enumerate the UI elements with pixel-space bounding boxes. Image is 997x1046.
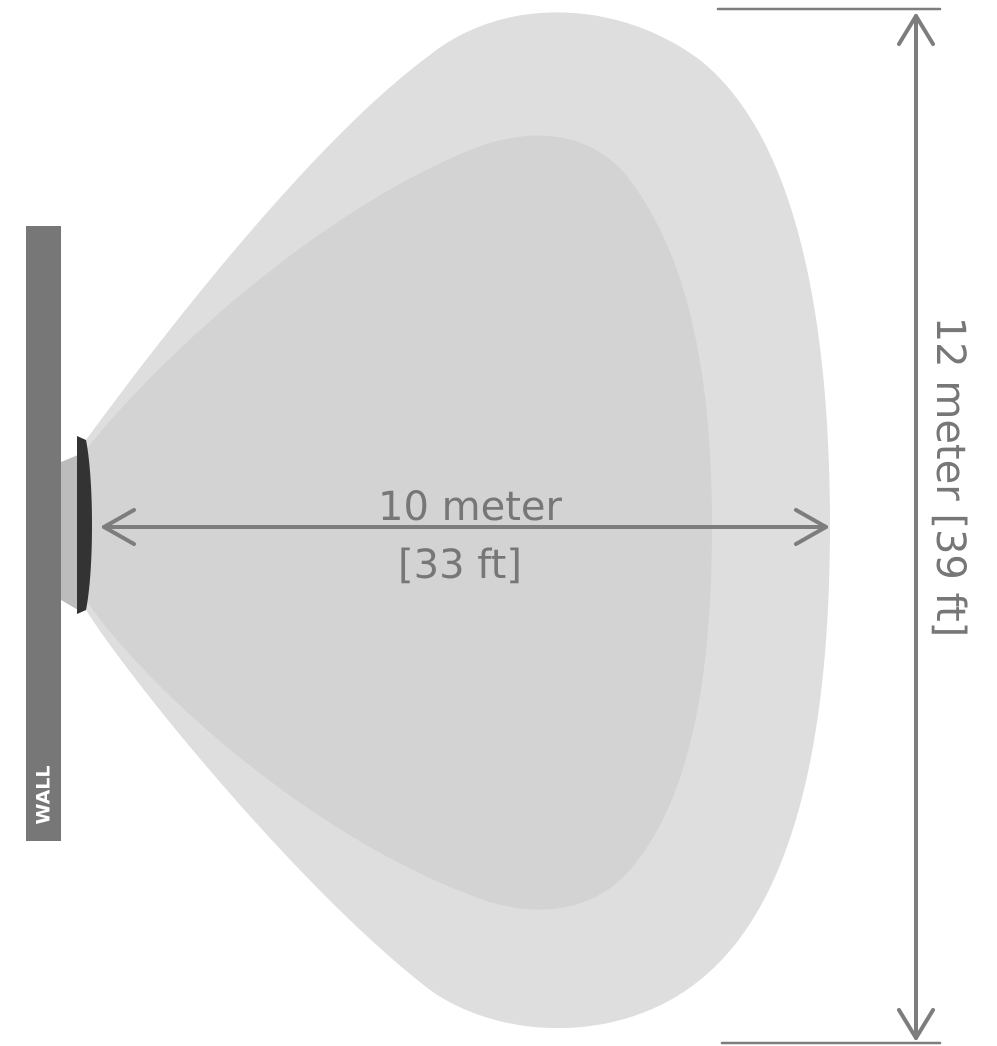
width-label: 12 meter [39 ft] — [927, 317, 973, 638]
sensor-mount — [61, 455, 78, 610]
wall — [26, 226, 61, 841]
wall-label: WALL — [33, 765, 55, 824]
depth-label-feet: [33 ft] — [398, 542, 522, 588]
depth-label-meters: 10 meter — [378, 484, 562, 530]
